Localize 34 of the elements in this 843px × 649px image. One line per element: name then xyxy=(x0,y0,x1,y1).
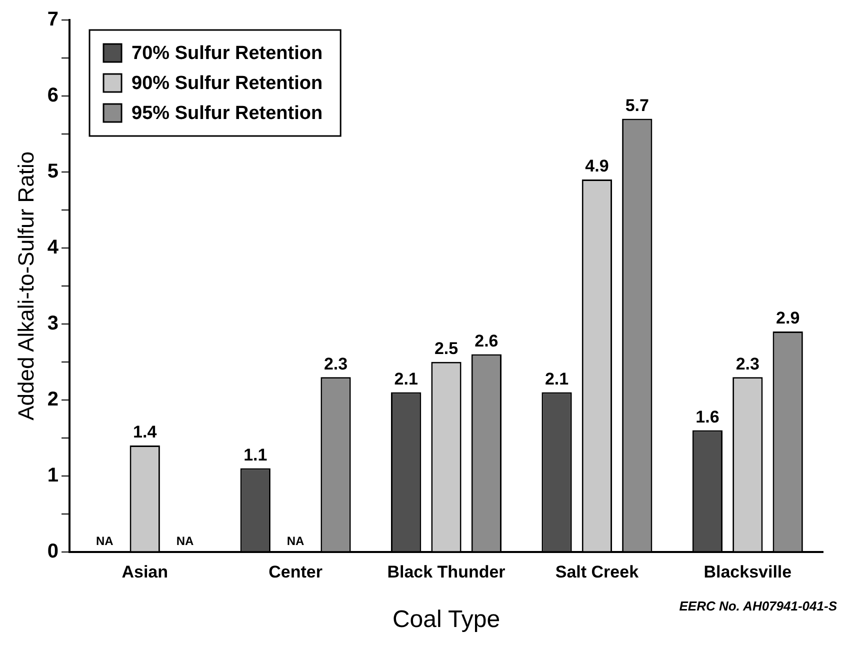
text: EERC No. AH07941-041-S xyxy=(679,598,838,614)
y-tick-label: 4 xyxy=(47,236,60,258)
data-label: 1.1 xyxy=(244,445,268,464)
y-tick-label: 0 xyxy=(47,540,59,562)
y-tick-label: 7 xyxy=(47,8,59,31)
y-axis-title: Added Alkali-to-Sulfur Ratio xyxy=(13,151,38,420)
legend-label: 70% Sulfur Retention xyxy=(132,43,323,64)
data-label: 1.6 xyxy=(696,407,720,426)
data-label: 2.3 xyxy=(324,354,348,374)
x-tick-label: Center xyxy=(268,562,323,582)
y-tick-label: 1 xyxy=(47,464,59,486)
x-axis-title: Coal Type xyxy=(392,606,500,634)
text: NA xyxy=(286,534,304,548)
y-tick-label: 6 xyxy=(47,84,59,106)
x-tick-label: Salt Creek xyxy=(555,562,640,582)
data-label: 2.1 xyxy=(394,369,418,388)
y-tick-label: 5 xyxy=(47,160,59,182)
data-label: 2.3 xyxy=(736,354,760,374)
data-label: 2.5 xyxy=(434,339,458,358)
y-tick-label: 2 xyxy=(47,388,59,410)
data-label: 2.6 xyxy=(474,331,498,350)
data-label: 1.4 xyxy=(133,422,158,442)
legend-label: 90% Sulfur Retention xyxy=(132,73,323,94)
x-tick-label: Black Thunder xyxy=(387,562,506,582)
data-label: 5.7 xyxy=(625,96,649,115)
text: NA xyxy=(176,534,194,548)
x-tick-label: Asian xyxy=(122,562,168,582)
data-label: 4.9 xyxy=(585,156,609,176)
text: NA xyxy=(96,534,114,548)
legend-label: 95% Sulfur Retention xyxy=(132,103,323,124)
data-label: 2.9 xyxy=(776,308,800,328)
y-tick-label: 3 xyxy=(47,312,59,334)
data-label: 2.1 xyxy=(544,369,569,388)
x-tick-label: Blacksville xyxy=(704,562,792,582)
